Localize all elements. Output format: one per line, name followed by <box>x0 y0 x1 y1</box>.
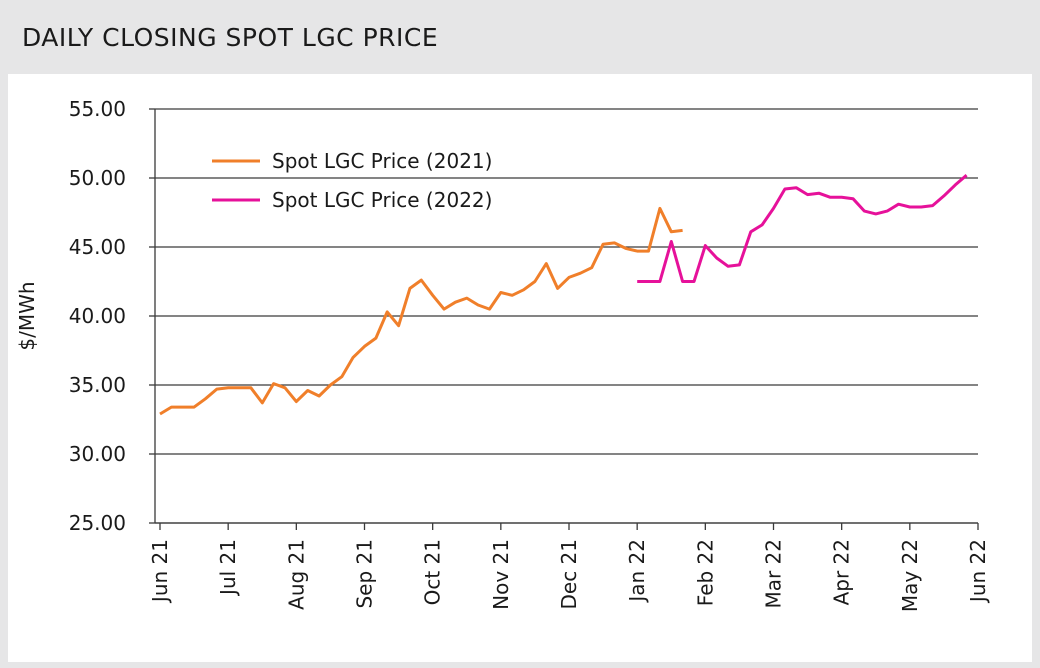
x-tick-label: Jun 22 <box>966 539 990 604</box>
chart-title: DAILY CLOSING SPOT LGC PRICE <box>22 23 438 52</box>
y-tick-label: 50.00 <box>69 166 126 190</box>
x-tick-label: Jul 21 <box>216 539 240 597</box>
x-tick-label: Jun 21 <box>148 539 172 604</box>
x-tick-label: Aug 21 <box>284 539 308 610</box>
x-tick-label: Apr 22 <box>830 539 854 605</box>
x-tick-label: May 22 <box>898 539 922 612</box>
x-tick-label: Sep 21 <box>353 539 377 609</box>
y-tick-label: 55.00 <box>69 97 126 121</box>
y-tick-label: 40.00 <box>69 304 126 328</box>
legend-label: Spot LGC Price (2022) <box>272 188 492 212</box>
x-tick-label: Feb 22 <box>693 539 717 606</box>
y-tick-label: 25.00 <box>69 511 126 535</box>
legend-label: Spot LGC Price (2021) <box>272 149 492 173</box>
x-tick-label: Mar 22 <box>762 539 786 609</box>
y-tick-label: 45.00 <box>69 235 126 259</box>
series-line <box>159 206 683 416</box>
chart-panel <box>8 74 1032 662</box>
x-tick-label: Jan 22 <box>625 539 649 604</box>
y-axis-label: $/MWh <box>15 281 39 350</box>
y-tick-label: 35.00 <box>69 373 126 397</box>
x-tick-label: Dec 21 <box>557 539 581 610</box>
series-line <box>637 174 968 283</box>
x-tick-label: Oct 21 <box>421 539 445 605</box>
y-tick-label: 30.00 <box>69 442 126 466</box>
x-tick-label: Nov 21 <box>489 539 513 610</box>
